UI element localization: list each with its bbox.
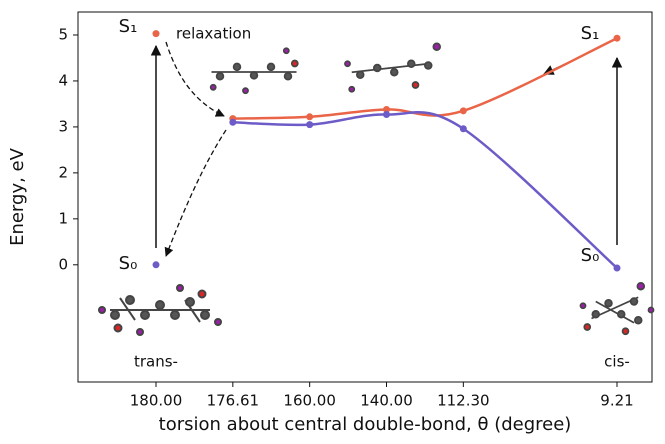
y-tick-label: 4 [58,71,68,89]
state-label: S₁ [119,16,138,37]
y-axis-label: Energy, eV [7,147,28,246]
y-tick-label: 2 [58,163,68,181]
molecule-icon [99,43,654,335]
y-tick-label: 0 [58,255,68,273]
data-point [229,119,236,126]
data-point [614,35,621,42]
x-tick-label: 176.61 [207,392,260,410]
relaxation-arrow [166,130,226,256]
data-point [614,265,621,272]
x-tick-label: 112.30 [437,392,490,410]
y-tick-label: 5 [58,25,68,43]
y-tick-label: 3 [58,117,68,135]
plot-frame [78,12,652,382]
data-point [383,111,390,118]
state-label: S₀ [119,253,138,274]
y-tick-label: 1 [58,209,68,227]
chart: Energy, eV torsion about central double-… [0,0,665,440]
data-point [306,121,313,128]
x-axis-label: torsion about central double-bond, θ (de… [159,414,572,435]
data-point [306,113,313,120]
x-tick-label: 160.00 [283,392,336,410]
data-point [153,261,160,268]
annotation: relaxation [176,25,251,43]
data-point [460,125,467,132]
x-tick-label: 180.00 [130,392,183,410]
relaxation-arrow [166,42,224,116]
x-tick-label: 140.00 [360,392,413,410]
annotation: trans- [134,353,178,371]
annotation: cis- [604,353,630,371]
data-point [153,30,160,37]
series-line [233,112,617,268]
x-tick-label: 9.21 [600,392,633,410]
state-label: S₁ [581,23,600,44]
data-point [460,107,467,114]
